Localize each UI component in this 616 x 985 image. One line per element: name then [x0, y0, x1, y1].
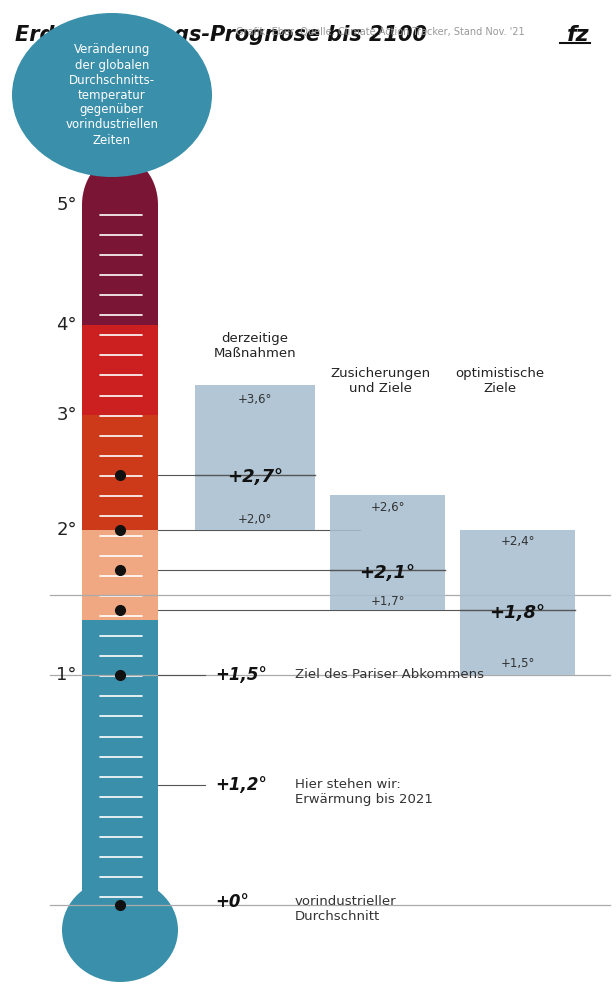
- Text: Zusicherungen
und Ziele: Zusicherungen und Ziele: [330, 367, 430, 395]
- Text: +1,8°: +1,8°: [490, 604, 546, 622]
- Text: +1,7°: +1,7°: [370, 596, 405, 609]
- Text: Veränderung
der globalen
Durchschnitts-
temperatur
gegenüber
vorindustriellen
Ze: Veränderung der globalen Durchschnitts- …: [65, 43, 158, 147]
- Polygon shape: [82, 157, 158, 205]
- Bar: [82, 415, 158, 530]
- Bar: [82, 205, 158, 325]
- Text: 5°: 5°: [57, 196, 77, 214]
- Bar: [330, 495, 445, 610]
- Bar: [82, 325, 158, 415]
- Bar: [82, 620, 158, 675]
- Text: +1,5°: +1,5°: [500, 658, 535, 671]
- Text: +2,0°: +2,0°: [238, 513, 272, 527]
- Text: vorindustrieller
Durchschnitt: vorindustrieller Durchschnitt: [295, 895, 397, 923]
- Text: +2,7°: +2,7°: [227, 468, 283, 486]
- Bar: [195, 385, 315, 530]
- Text: Ziel des Pariser Abkommens: Ziel des Pariser Abkommens: [295, 669, 484, 682]
- Text: Hier stehen wir:
Erwärmung bis 2021: Hier stehen wir: Erwärmung bis 2021: [295, 778, 433, 806]
- Text: +2,4°: +2,4°: [500, 536, 535, 549]
- Text: +1,2°: +1,2°: [215, 776, 267, 794]
- Ellipse shape: [62, 878, 178, 982]
- Text: +1,5°: +1,5°: [215, 666, 267, 684]
- Text: +3,6°: +3,6°: [238, 393, 272, 407]
- Text: fz: fz: [567, 25, 590, 45]
- Text: optimistische
Ziele: optimistische Ziele: [455, 367, 545, 395]
- Text: Erderwärmungs-Prognose bis 2100: Erderwärmungs-Prognose bis 2100: [15, 25, 427, 45]
- Text: 2°: 2°: [57, 521, 77, 539]
- Text: Grafik: Eber, Quelle: Climate Action Tracker, Stand Nov. '21: Grafik: Eber, Quelle: Climate Action Tra…: [236, 27, 524, 37]
- Text: +2,1°: +2,1°: [360, 564, 416, 582]
- Text: +2,6°: +2,6°: [370, 500, 405, 513]
- Text: +0°: +0°: [215, 893, 249, 911]
- Text: 1°: 1°: [57, 666, 77, 684]
- Ellipse shape: [12, 13, 212, 177]
- Bar: [82, 530, 158, 620]
- Bar: [82, 675, 158, 905]
- Text: derzeitige
Maßnahmen: derzeitige Maßnahmen: [214, 332, 296, 360]
- Text: 3°: 3°: [57, 406, 77, 424]
- Bar: [82, 875, 158, 935]
- Text: 4°: 4°: [57, 316, 77, 334]
- Bar: [460, 530, 575, 675]
